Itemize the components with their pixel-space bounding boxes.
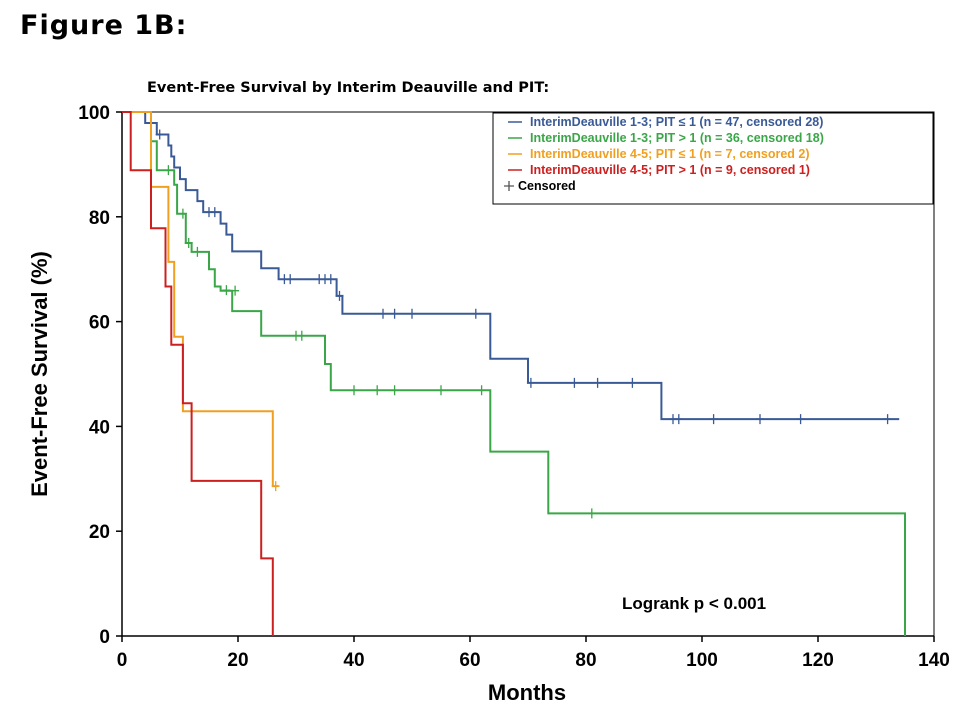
censor-mark [477,385,486,396]
censor-mark [709,414,718,425]
y-tick-label: 40 [89,417,110,438]
censor-mark [222,285,231,296]
figure-label: Figure 1B: [20,10,188,41]
censor-mark [756,414,764,425]
censor-mark [526,377,535,388]
censored-legend-icon [504,181,514,191]
censor-mark [178,208,187,219]
censor-mark [796,414,805,425]
x-tick-label: 140 [918,650,950,671]
y-axis-label: Event-Free Survival (%) [27,251,52,497]
legend-label: InterimDeauville 4-5; PIT > 1 (n = 9, ce… [530,163,810,177]
x-tick-label: 20 [227,650,248,671]
chart-title: Event-Free Survival by Interim Deauville… [147,80,549,96]
x-tick-label: 80 [575,650,596,671]
censor-mark [231,285,240,296]
censor-mark [286,274,295,285]
censor-mark [210,207,219,218]
legend-label: InterimDeauville 1-3; PIT ≤ 1 (n = 47, c… [530,115,823,129]
censor-mark [408,308,416,319]
legend-label: InterimDeauville 4-5; PIT ≤ 1 (n = 7, ce… [530,147,810,161]
x-tick-label: 60 [459,650,480,671]
survival-curve-4 [122,111,274,636]
censored-legend-label: Censored [518,179,576,193]
censor-mark [164,165,173,176]
censor-mark [390,308,399,319]
y-tick-label: 60 [89,313,110,334]
x-tick-label: 0 [117,650,128,671]
survival-curves [122,111,906,636]
y-tick-label: 20 [89,522,110,543]
censor-mark [350,385,358,396]
y-tick-label: 0 [99,627,110,648]
legend-box [492,112,934,205]
censor-mark [271,481,280,492]
censor-mark [373,385,382,396]
censor-mark [184,238,193,248]
censor-mark [390,385,399,396]
y-tick-label: 80 [89,208,110,229]
censor-mark [570,377,579,388]
y-tick-label: 100 [78,103,110,124]
survival-curve-1 [122,111,900,421]
censor-mark [587,508,596,519]
x-tick-label: 40 [343,650,364,671]
x-axis-label: Months [488,680,566,705]
censor-mark [674,414,683,425]
axis-ticks: 0 20 40 60 80 100 120 140 0 20 40 60 80 100 [78,103,950,671]
x-tick-label: 120 [802,650,834,671]
censor-mark [155,129,164,140]
censor-mark [326,274,335,285]
legend: InterimDeauville 1-3; PIT ≤ 1 (n = 47, c… [492,112,934,205]
censor-mark [628,377,637,388]
legend-label: InterimDeauville 1-3; PIT > 1 (n = 36, c… [530,131,824,145]
censor-mark [471,308,480,319]
censor-mark [335,290,344,301]
censor-mark [193,246,202,257]
censor-mark [883,414,892,425]
logrank-annotation: Logrank p < 0.001 [622,594,766,613]
censor-mark [593,377,602,388]
censor-mark [437,385,445,396]
x-tick-label: 100 [686,650,718,671]
survival-curve-3 [122,111,279,488]
censor-mark [379,308,387,319]
censor-mark [297,330,306,341]
